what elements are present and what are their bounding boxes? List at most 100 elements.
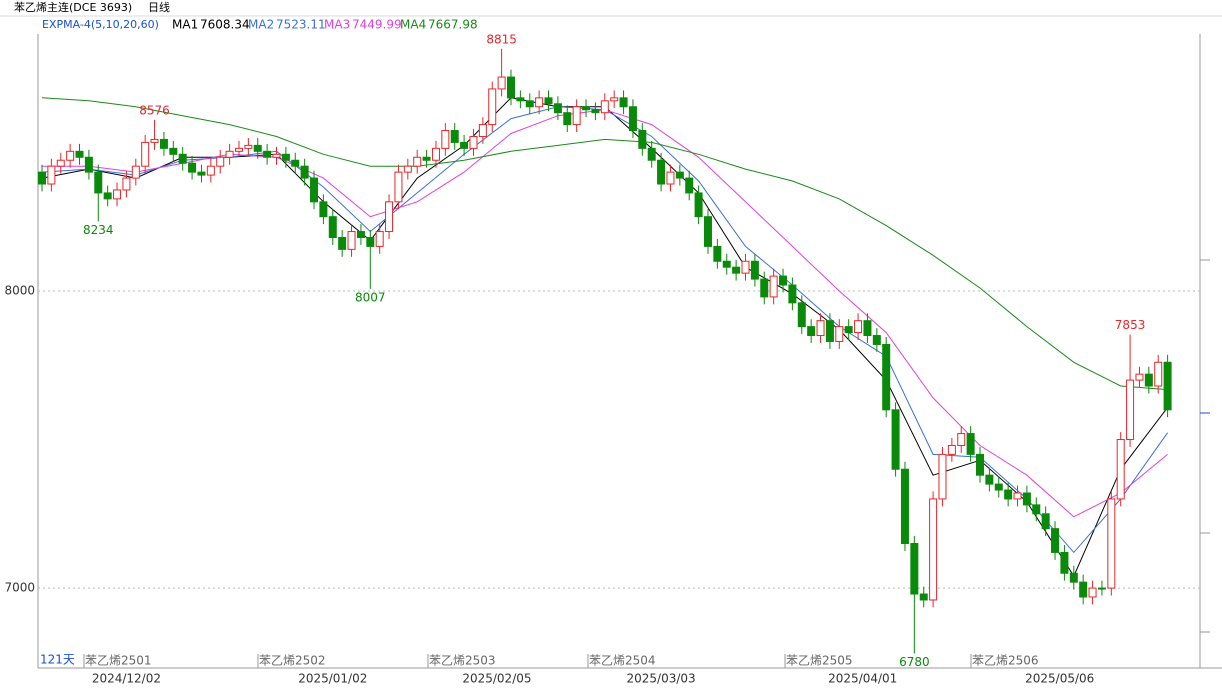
candle-body xyxy=(572,106,581,126)
candle-body xyxy=(66,150,75,161)
candle-body xyxy=(619,97,628,108)
candle-body xyxy=(291,159,300,167)
candle-body xyxy=(544,97,553,105)
candle-body xyxy=(234,147,243,152)
candle-body xyxy=(1097,587,1106,590)
candle-body xyxy=(638,130,647,149)
candle-body xyxy=(150,138,159,143)
candle-body xyxy=(947,444,956,455)
contract-label: 苯乙烯2501 xyxy=(85,654,152,668)
candle-body xyxy=(769,275,778,298)
candle-body xyxy=(422,156,431,161)
candle-body xyxy=(1041,513,1050,530)
contract-label: 苯乙烯2502 xyxy=(259,654,326,668)
candle-body xyxy=(563,112,572,126)
x-tick-label: 2025/03/03 xyxy=(626,672,695,686)
candle-body xyxy=(760,278,769,298)
candle-body xyxy=(385,201,394,233)
candle-body xyxy=(1079,581,1088,598)
candle-body xyxy=(1126,379,1135,441)
ma-line xyxy=(41,97,1168,391)
candle-body xyxy=(872,335,881,345)
candle-body xyxy=(225,150,234,158)
candle-body xyxy=(431,147,440,161)
candle-body xyxy=(957,433,966,446)
candle-body xyxy=(994,483,1003,491)
candle-body xyxy=(1135,373,1144,381)
candle-body xyxy=(610,97,619,102)
period-selector[interactable]: 日线 xyxy=(148,0,170,14)
candle-body xyxy=(450,130,459,143)
candle-body xyxy=(741,260,750,274)
candle-body xyxy=(1088,587,1097,598)
candle-body xyxy=(553,103,562,114)
legend-name: MA3 xyxy=(324,18,350,32)
candle-body xyxy=(966,433,975,455)
extreme-label: 8007 xyxy=(355,290,386,304)
candle-body xyxy=(1144,373,1153,387)
candle-body xyxy=(1032,504,1041,515)
legend-value: 7449.99 xyxy=(352,18,402,32)
candle-body xyxy=(413,156,422,167)
candle-body xyxy=(732,266,741,274)
y-tick-label: 7000 xyxy=(4,581,35,595)
candle-body xyxy=(84,156,93,173)
candle-body xyxy=(600,100,609,114)
candle-body xyxy=(807,326,816,337)
candle-body xyxy=(488,88,497,126)
candle-body xyxy=(94,171,103,194)
candle-body xyxy=(516,97,525,102)
candle-body xyxy=(891,409,900,470)
candle-body xyxy=(281,153,290,161)
candle-body xyxy=(253,144,262,152)
candle-body xyxy=(272,153,281,158)
candle-body xyxy=(38,171,46,185)
candle-body xyxy=(919,593,928,601)
contract-label: 苯乙烯2505 xyxy=(786,654,853,668)
legend-value: 7667.98 xyxy=(428,18,478,32)
candle-body xyxy=(657,159,666,185)
candle-body xyxy=(366,236,375,247)
candle-body xyxy=(460,141,469,149)
candle-body xyxy=(178,153,187,164)
candle-body xyxy=(56,159,65,167)
candle-body xyxy=(788,284,797,304)
candle-body xyxy=(985,474,994,485)
x-tick-label: 2025/01/02 xyxy=(298,672,367,686)
candle-body xyxy=(75,150,84,158)
candle-body xyxy=(1069,572,1078,583)
candle-body xyxy=(478,124,487,137)
chart-title[interactable]: 苯乙烯主连(DCE 3693) xyxy=(14,0,132,14)
candle-body xyxy=(507,76,515,99)
candle-body xyxy=(938,453,947,500)
candle-body xyxy=(900,468,909,545)
candle-body xyxy=(441,130,450,149)
candle-body xyxy=(713,245,722,262)
candle-body xyxy=(141,141,150,167)
candle-body xyxy=(1060,551,1069,574)
candle-body xyxy=(159,138,168,149)
candle-body xyxy=(1051,528,1060,553)
candle-body xyxy=(375,231,384,247)
x-tick-label: 2025/04/01 xyxy=(828,672,897,686)
candle-body xyxy=(310,177,319,203)
candle-body xyxy=(1004,489,1013,500)
candle-body xyxy=(216,156,225,167)
candle-body xyxy=(197,171,206,176)
contract-label: 苯乙烯2504 xyxy=(589,654,656,668)
extreme-label: 6780 xyxy=(899,655,930,669)
candle-body xyxy=(694,192,703,218)
candle-body xyxy=(131,165,140,179)
candle-body xyxy=(647,147,656,161)
candle-body xyxy=(356,231,365,238)
candle-body xyxy=(797,302,806,328)
candle-body xyxy=(403,165,412,173)
candle-body xyxy=(469,135,478,149)
indicator-name[interactable]: EXPMA-4(5,10,20,60) xyxy=(42,18,159,31)
candle-body xyxy=(666,171,675,185)
candle-body xyxy=(910,543,919,595)
candle-body xyxy=(319,201,328,218)
y-tick-label: 8000 xyxy=(4,283,35,297)
candle-body xyxy=(535,97,544,108)
